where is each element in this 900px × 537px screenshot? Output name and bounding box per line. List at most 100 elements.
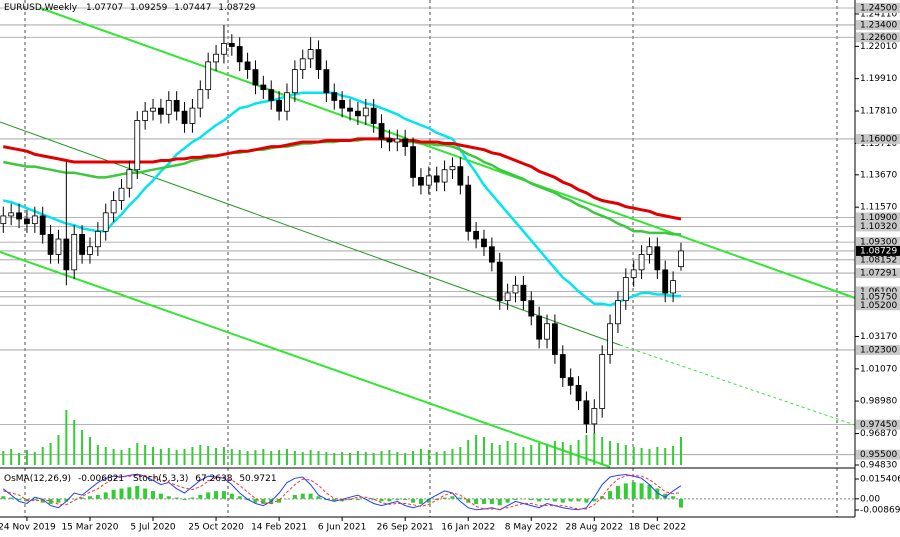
osma-bar: [190, 497, 195, 499]
chart-header: EURUSD,Weekly 1.07707 1.09259 1.07447 1.…: [4, 3, 256, 13]
volume-bar: [57, 435, 60, 465]
osma-bar: [600, 496, 605, 499]
candle-body: [236, 46, 243, 63]
candle-body: [615, 300, 621, 325]
candle-body: [496, 261, 503, 302]
osma-bar: [529, 498, 534, 501]
osma-bar: [584, 498, 589, 503]
candle-body: [79, 234, 85, 255]
volume-bar: [475, 435, 478, 465]
moving-average: [3, 137, 682, 221]
osma-bar: [655, 488, 660, 499]
volume-bar: [65, 410, 68, 465]
osma-bar: [513, 498, 518, 501]
candle-body: [583, 400, 590, 425]
candle-body: [473, 230, 480, 240]
osma-bar: [119, 488, 124, 499]
volume-bar: [585, 435, 588, 465]
volume-bar: [152, 447, 155, 465]
level-box: [856, 212, 900, 223]
volume-bar: [601, 437, 604, 465]
level-box: [856, 449, 900, 460]
osma-name: OsMA(12,26,9): [4, 474, 71, 484]
volume-bar: [569, 445, 572, 465]
candle-body: [607, 323, 613, 355]
candle-body: [181, 110, 188, 124]
volume-bar: [25, 450, 28, 465]
candle-body: [394, 138, 401, 143]
stoch-name: Stoch(5,3,3): [133, 474, 188, 484]
candle-body: [591, 408, 598, 425]
osma-bar: [403, 498, 408, 501]
osma-bar: [552, 498, 557, 502]
axes: 1.241101.220101.199101.178101.157101.136…: [0, 3, 900, 533]
level-box: [856, 3, 900, 13]
volume-bar: [2, 451, 5, 465]
volume-bar: [640, 448, 643, 465]
osma-bar: [261, 498, 266, 504]
osma-bar: [32, 498, 37, 501]
osma-bar: [72, 498, 77, 500]
candle-body: [362, 107, 369, 117]
x-tick-label: 8 May 2022: [505, 523, 558, 533]
candle-body: [536, 315, 543, 340]
volume-bar: [254, 450, 257, 465]
osma-bar: [9, 497, 14, 499]
osma-bar: [316, 496, 321, 499]
volume-bar: [443, 451, 446, 465]
symbol: EURUSD,Weekly: [4, 3, 78, 13]
volume-bar: [467, 440, 470, 465]
osma-bar: [308, 493, 313, 499]
volume-bar: [404, 453, 407, 465]
level-label: 1.16000: [860, 134, 897, 144]
volume-bar: [490, 443, 493, 465]
osma-bar: [253, 498, 258, 503]
candle-body: [197, 89, 204, 109]
osma-bar: [284, 498, 289, 500]
volume-bar: [238, 450, 241, 465]
candle-body: [244, 61, 251, 71]
candle-body: [228, 43, 235, 47]
volume-bar: [427, 450, 430, 465]
osma-bar: [387, 498, 392, 502]
volume-bar: [278, 450, 281, 465]
osma-bar: [545, 498, 550, 501]
osma-bar: [671, 496, 676, 499]
volume-bar: [207, 446, 210, 465]
level-box: [856, 291, 900, 302]
osma-bar: [623, 483, 628, 499]
osma-bar: [615, 485, 620, 499]
osma-bar: [151, 491, 156, 499]
volume-bar: [632, 447, 635, 465]
volume-bar: [664, 448, 667, 465]
y-tick-label: 1.13670: [860, 170, 897, 180]
candle-body: [662, 269, 669, 294]
osma-bar: [537, 498, 542, 502]
last-high: 1.09259: [130, 3, 167, 13]
level-box: [856, 419, 900, 430]
candle-body: [575, 384, 582, 402]
osma-bar: [332, 498, 337, 502]
osma-bar: [221, 491, 226, 499]
volume-bar: [33, 452, 36, 465]
osma-bar: [103, 492, 108, 499]
x-tick-label: 6 Jun 2021: [318, 523, 366, 533]
candle-body: [678, 250, 684, 268]
y-tick-label: 1.22010: [860, 42, 897, 52]
stoch-signal-last: 50.9721: [239, 474, 276, 484]
level-label: 1.05750: [860, 292, 897, 302]
volume-bar: [553, 441, 556, 465]
osma-bar: [198, 494, 203, 499]
y-tick-label: 0.98980: [860, 397, 897, 407]
candle-body: [386, 138, 393, 143]
volume-bar: [372, 453, 375, 465]
candle-body: [291, 69, 298, 94]
levels: [0, 7, 855, 456]
candle-body: [24, 218, 30, 225]
osma-bar: [608, 491, 613, 499]
osma-bar: [214, 491, 219, 499]
candle-body: [31, 215, 38, 225]
oscillator-header: OsMA(12,26,9) -0.006821 Stoch(5,3,3) 67.…: [4, 474, 277, 484]
osc-tick-label: 0.0154064: [860, 475, 900, 485]
